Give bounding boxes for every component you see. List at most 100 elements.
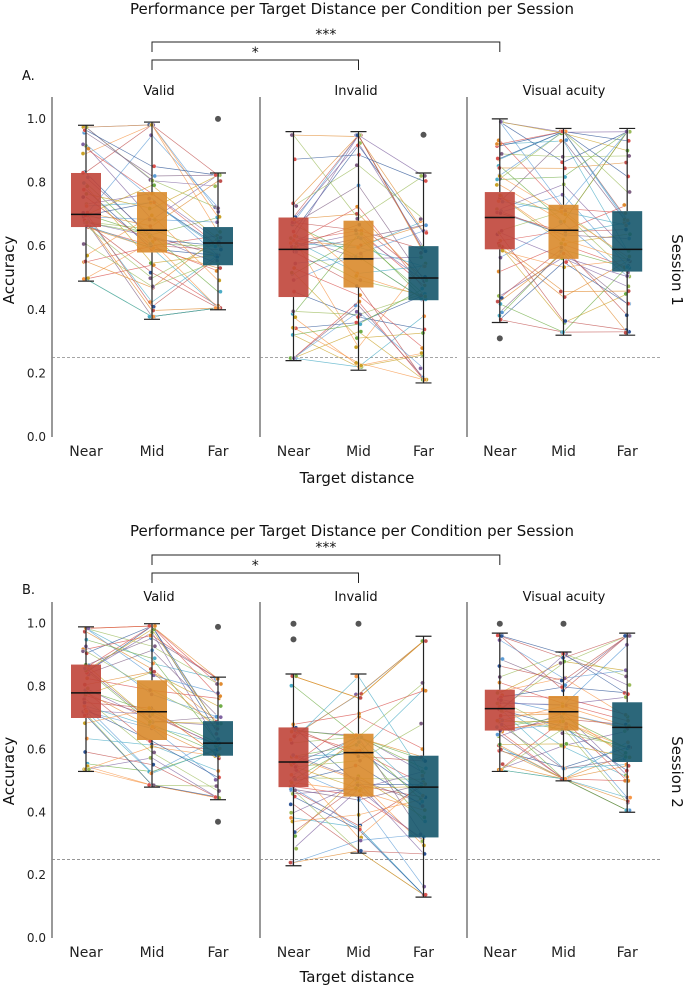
participant-point <box>293 203 299 209</box>
box-mid <box>548 204 579 259</box>
outlier-point <box>420 131 427 138</box>
participant-point <box>622 633 628 639</box>
y-tick-label: 0.4 <box>27 805 46 819</box>
y-tick-label: 0.6 <box>27 742 46 756</box>
participant-point <box>152 173 158 179</box>
participant-point <box>152 643 158 649</box>
x-tick-label: Mid <box>346 444 371 460</box>
significance-label: * <box>252 558 259 574</box>
participant-point <box>495 633 501 638</box>
x-tick-label: Near <box>69 444 103 460</box>
y-tick-label: 1.0 <box>27 617 46 631</box>
box-far <box>203 721 233 756</box>
participant-point <box>293 846 299 852</box>
outlier-point <box>496 335 503 342</box>
participant-point <box>80 648 86 654</box>
box-mid <box>548 696 579 731</box>
participant-point <box>563 137 569 143</box>
figure-b-x-axis-label: Target distance <box>299 968 415 986</box>
participant-point <box>558 660 563 666</box>
participant-point <box>81 241 87 247</box>
participant-point <box>353 302 358 308</box>
y-tick-label: 0.0 <box>27 931 46 945</box>
participant-point <box>151 750 157 755</box>
participant-point <box>560 154 566 160</box>
participant-point <box>624 129 629 135</box>
participant-point <box>218 178 223 184</box>
participant-point <box>82 749 88 755</box>
figure-b-panel-label: B. <box>22 583 35 598</box>
participant-point <box>358 838 364 843</box>
x-tick-label: Mid <box>551 945 576 961</box>
participant-point <box>212 183 218 189</box>
box-far <box>408 246 439 301</box>
figure-b: Performance per Target Distance per Cond… <box>0 522 685 986</box>
participant-point <box>500 761 505 767</box>
participant-point <box>218 714 224 720</box>
box-mid <box>343 220 374 288</box>
box-near <box>278 727 309 788</box>
participant-point <box>498 255 503 261</box>
x-tick-label: Near <box>483 444 517 460</box>
participant-point <box>288 860 293 865</box>
participant-point <box>625 691 631 697</box>
participant-point <box>80 151 86 156</box>
figure-a-session-label: Session 1 <box>668 234 685 306</box>
participant-point <box>81 276 87 282</box>
participant-point <box>621 202 627 208</box>
figure-b-session-label: Session 2 <box>668 736 685 808</box>
box-near <box>484 689 515 731</box>
participant-point <box>358 329 364 334</box>
participant-point <box>358 363 364 369</box>
participant-point <box>150 284 156 289</box>
significance-bracket <box>151 572 359 583</box>
significance-label: *** <box>315 27 336 43</box>
participant-point <box>289 683 294 689</box>
y-tick-label: 0.4 <box>27 303 46 317</box>
box-mid <box>343 733 374 797</box>
participant-point <box>494 182 500 188</box>
x-tick-label: Mid <box>140 945 165 961</box>
outlier-point <box>215 115 221 122</box>
figure-a-title: Performance per Target Distance per Cond… <box>130 0 574 18</box>
outlier-point <box>215 818 221 825</box>
figure-a: Performance per Target Distance per Cond… <box>0 0 685 487</box>
x-tick-label: Far <box>413 444 434 460</box>
participant-point <box>421 313 427 319</box>
significance-bracket <box>151 41 501 52</box>
y-tick-label: 0.2 <box>27 366 46 380</box>
participant-point <box>423 178 429 184</box>
participant-point <box>558 289 564 294</box>
participant-point <box>290 332 296 338</box>
participant-point <box>353 344 359 350</box>
participant-point <box>152 655 158 661</box>
participant-point <box>213 172 218 178</box>
participant-point <box>495 156 501 161</box>
box-far <box>612 702 643 762</box>
outlier-point <box>496 620 503 627</box>
box-near <box>71 664 101 718</box>
figure-a-group-label-invalid: Invalid <box>334 84 377 99</box>
participant-point <box>627 633 632 639</box>
figure-a-panel-label: A. <box>22 69 35 84</box>
figure-a-group-label-visual-acuity: Visual acuity <box>523 84 606 99</box>
participant-point <box>80 142 86 147</box>
participant-point <box>288 786 294 792</box>
y-tick-label: 0.6 <box>27 239 46 253</box>
x-tick-label: Far <box>617 945 638 961</box>
figure-b-group-label-invalid: Invalid <box>334 590 377 605</box>
figure-b-group-label-valid: Valid <box>143 590 174 605</box>
participant-point <box>356 711 362 716</box>
significance-bracket <box>151 554 501 565</box>
box-near <box>484 192 515 250</box>
participant-point <box>564 741 569 747</box>
outlier-point <box>290 620 297 627</box>
participant-point <box>423 892 428 898</box>
x-tick-label: Near <box>277 444 311 460</box>
y-tick-label: 1.0 <box>27 112 46 126</box>
participant-point <box>151 163 157 169</box>
x-tick-label: Mid <box>551 444 576 460</box>
participant-point <box>218 289 223 295</box>
participant-point <box>627 682 632 688</box>
